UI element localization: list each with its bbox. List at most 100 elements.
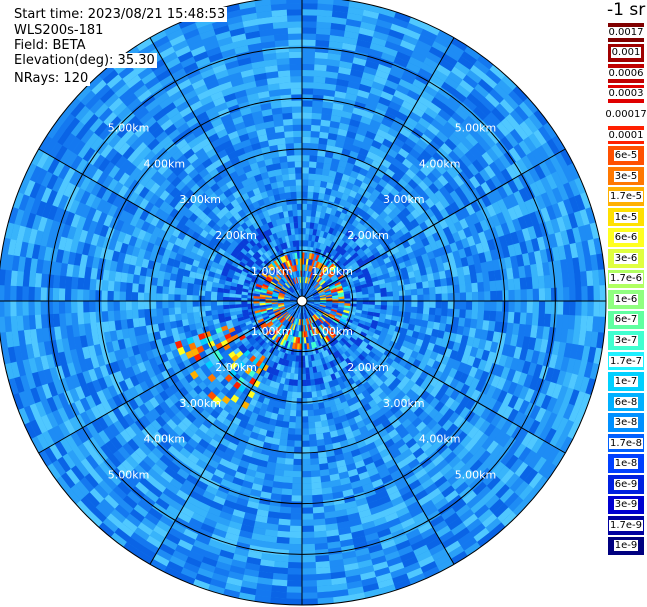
range-gate — [458, 508, 475, 523]
range-gate — [381, 268, 389, 275]
range-gate — [387, 391, 397, 401]
range-gate — [272, 573, 288, 581]
range-gate — [322, 273, 328, 280]
range-gate — [526, 288, 534, 302]
range-gate — [486, 397, 498, 411]
range-gate — [478, 291, 485, 302]
range-gate — [174, 294, 181, 301]
range-gate — [313, 524, 327, 532]
range-gate — [493, 430, 506, 445]
range-gate — [481, 97, 496, 113]
range-gate — [486, 475, 501, 491]
range-gate — [309, 278, 314, 285]
range-gate — [468, 111, 483, 126]
range-gate — [304, 355, 309, 362]
range-gate — [320, 315, 327, 321]
range-gate — [438, 58, 455, 72]
range-gate — [302, 39, 317, 47]
range-gate — [469, 499, 486, 514]
range-gate — [313, 305, 320, 309]
range-gate — [314, 302, 321, 304]
range-gate — [464, 375, 475, 387]
range-gate — [192, 289, 200, 296]
range-gate — [365, 344, 374, 352]
range-gate — [95, 300, 102, 312]
range-gate — [527, 453, 542, 470]
range-gate — [417, 68, 434, 81]
range-gate — [301, 452, 311, 460]
range-gate — [587, 239, 597, 256]
range-gate — [199, 310, 206, 318]
range-gate — [306, 203, 313, 211]
range-gate — [410, 218, 420, 229]
range-gate — [526, 434, 539, 451]
range-gate — [374, 370, 384, 379]
range-gate — [332, 337, 339, 344]
range-gate — [554, 231, 564, 248]
range-gate — [297, 379, 302, 387]
range-gate — [287, 568, 302, 575]
range-gate — [386, 192, 396, 202]
range-gate — [394, 423, 406, 435]
range-gate — [307, 277, 311, 284]
range-gate — [310, 470, 321, 478]
range-gate — [417, 332, 426, 341]
range-gate — [423, 404, 435, 416]
range-gate — [439, 208, 450, 220]
range-gate — [307, 302, 314, 306]
range-gate — [478, 78, 494, 94]
range-gate — [315, 561, 330, 569]
range-gate — [483, 340, 493, 352]
range-gate — [302, 76, 315, 83]
range-gate — [16, 315, 24, 331]
range-gate — [448, 178, 460, 191]
range-gate — [384, 79, 399, 91]
range-gate — [429, 377, 439, 388]
range-gate — [491, 461, 506, 477]
range-gate — [344, 24, 361, 34]
range-gate — [372, 316, 380, 322]
range-gate — [416, 288, 424, 296]
range-gate — [420, 211, 430, 222]
range-gate — [289, 409, 297, 417]
range-gate — [192, 300, 199, 307]
range-gate — [441, 419, 454, 432]
range-gate — [357, 322, 365, 329]
range-gate — [318, 278, 324, 284]
range-gate — [464, 150, 478, 164]
range-gate — [515, 428, 529, 444]
range-gate — [375, 255, 384, 263]
range-gate — [347, 6, 365, 16]
range-gate — [501, 209, 513, 223]
range-gate — [318, 457, 328, 465]
range-gate — [405, 153, 418, 165]
range-gate — [317, 223, 323, 231]
range-gate — [125, 309, 133, 320]
range-gate — [476, 155, 490, 170]
range-gate — [4, 315, 12, 333]
range-gate — [460, 256, 469, 268]
range-gate — [4, 284, 11, 301]
range-gate — [574, 391, 586, 409]
range-gate — [380, 240, 389, 249]
range-gate — [574, 194, 586, 212]
range-gate — [352, 164, 362, 174]
range-gate — [496, 211, 507, 226]
range-gate — [443, 182, 455, 195]
range-gate — [320, 298, 327, 301]
range-gate — [193, 311, 200, 319]
range-gate — [334, 260, 341, 267]
range-gate — [480, 261, 489, 273]
range-gate — [507, 207, 518, 221]
range-gate — [387, 296, 394, 302]
range-gate — [544, 301, 552, 315]
range-gate — [361, 328, 369, 335]
range-gate — [107, 300, 114, 312]
range-gate — [338, 276, 346, 282]
range-gate — [363, 3, 382, 14]
range-gate — [427, 123, 441, 136]
range-gate — [350, 301, 357, 304]
range-gate — [466, 336, 475, 347]
range-gate — [532, 456, 547, 474]
range-gate — [301, 519, 314, 526]
